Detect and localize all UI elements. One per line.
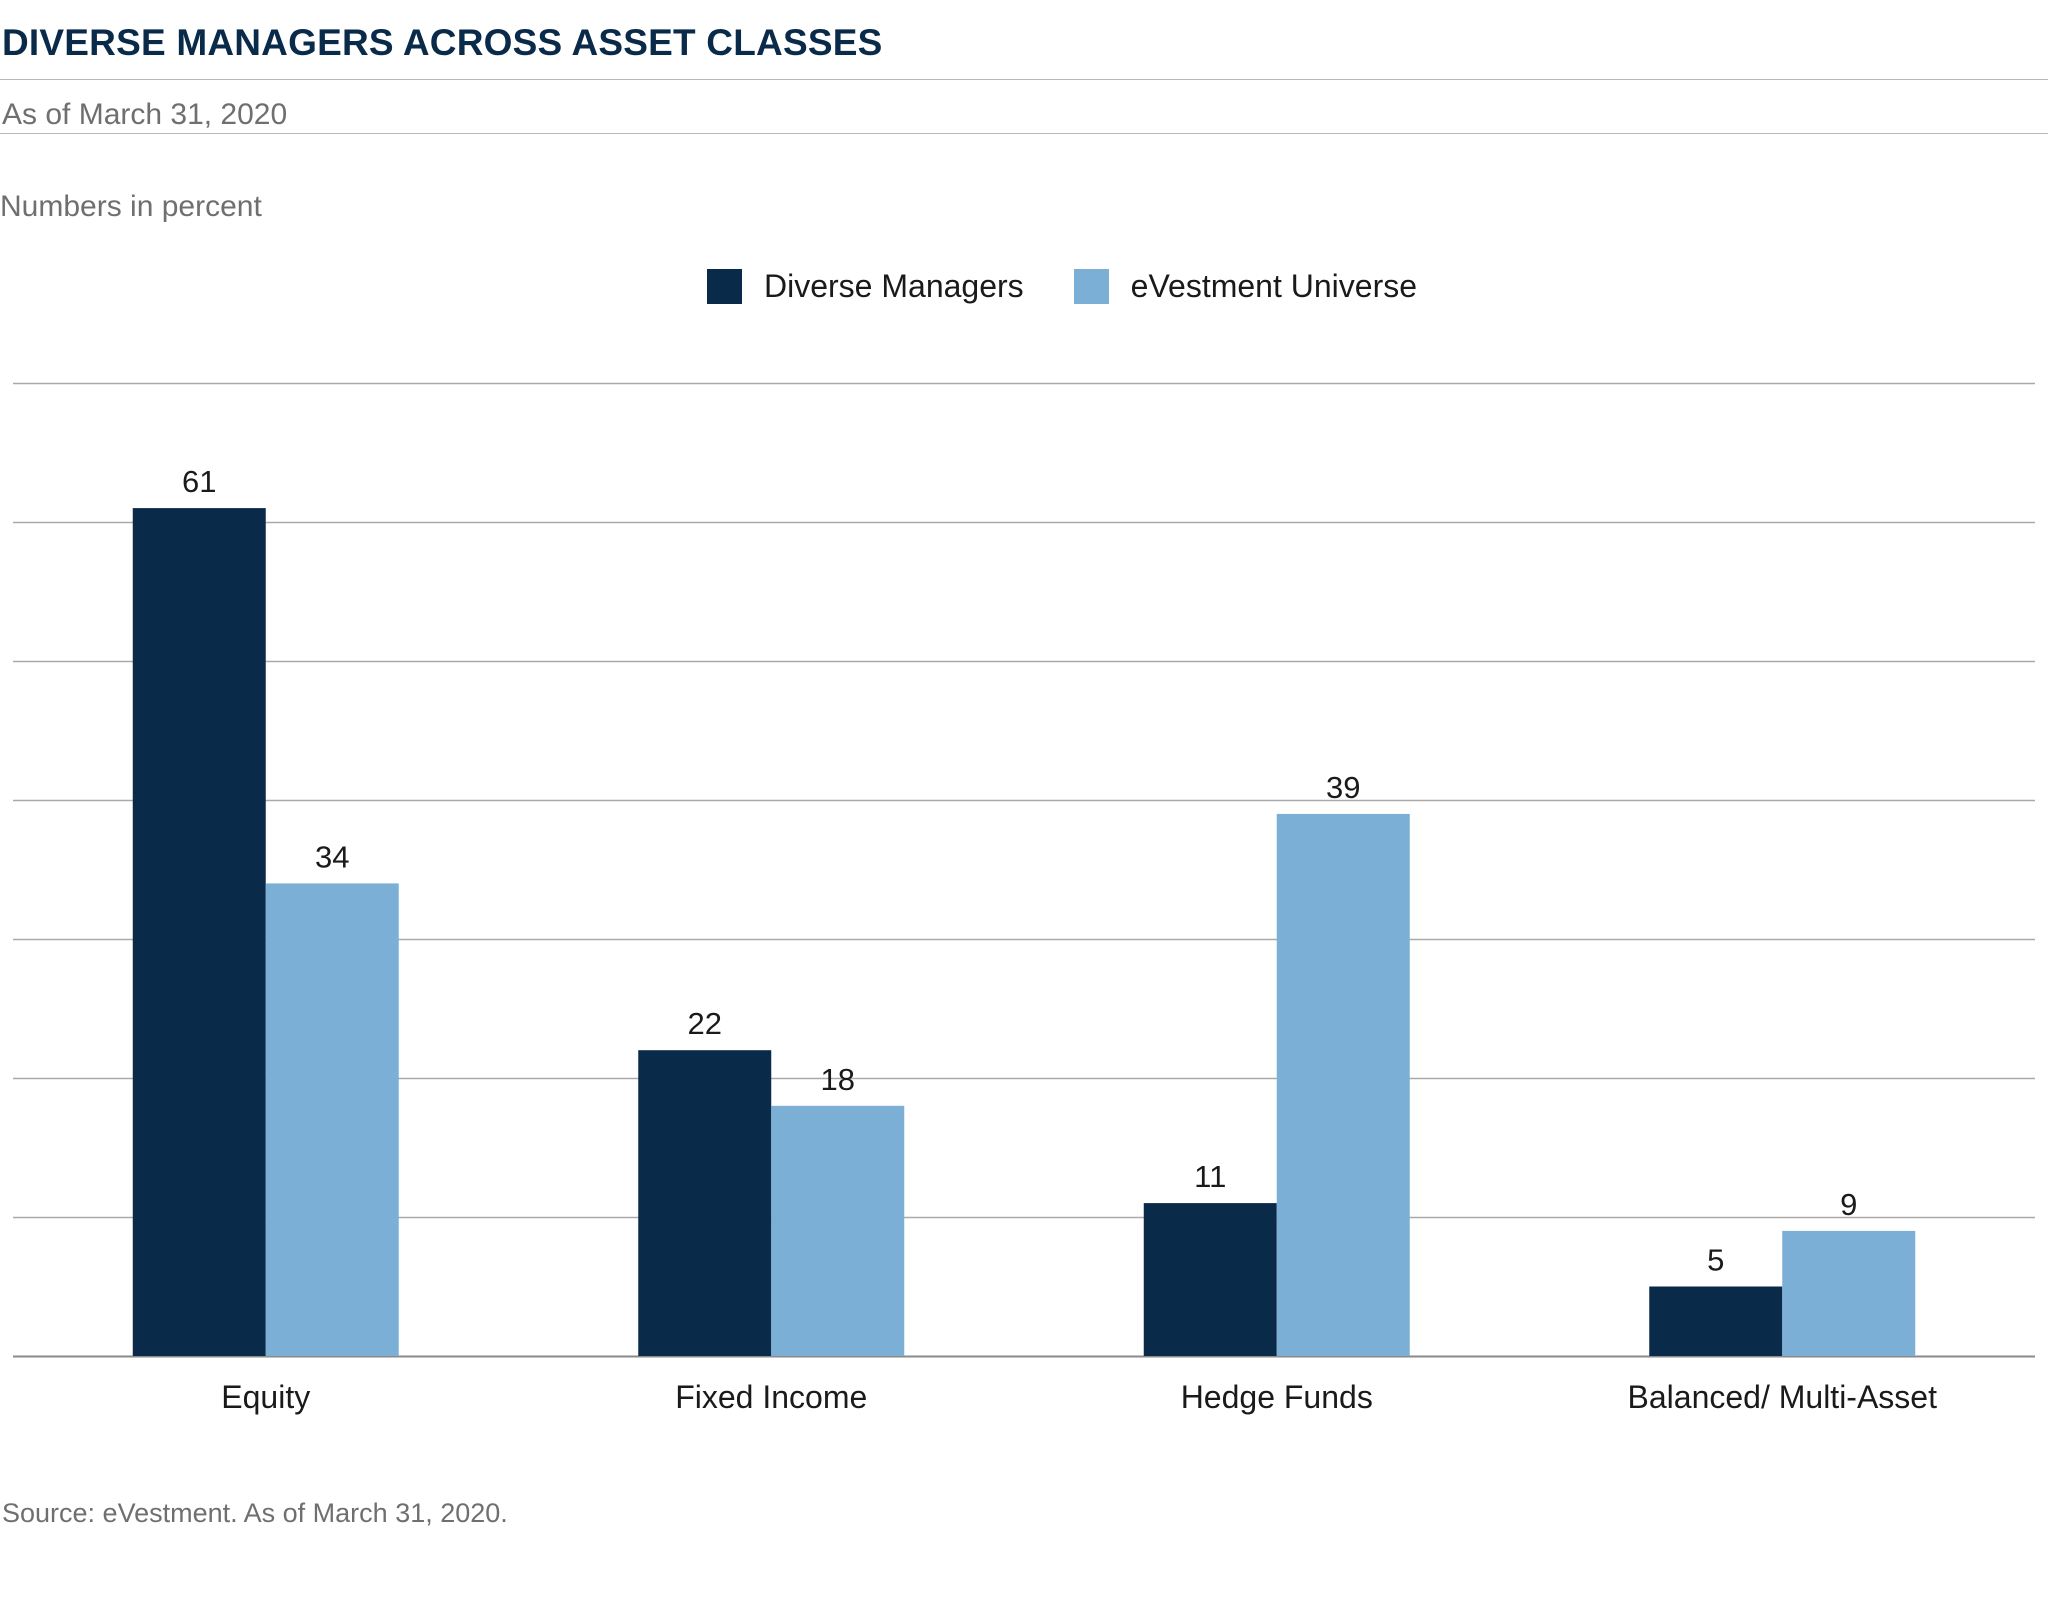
legend-label-evestment-universe: eVestment Universe bbox=[1130, 268, 1418, 304]
legend-swatch-evestment-universe bbox=[1073, 269, 1109, 304]
source-note: Source: eVestment. As of March 31, 2020. bbox=[2, 1498, 508, 1528]
bar-evestment-universe bbox=[1782, 1230, 1916, 1356]
chart-legend: Diverse Managers eVestment Universe bbox=[707, 268, 1467, 305]
bar-evestment-universe bbox=[771, 1105, 905, 1356]
bar-diverse-managers bbox=[1143, 1203, 1277, 1356]
bar-evestment-universe bbox=[265, 883, 399, 1356]
data-label: 61 bbox=[182, 464, 216, 499]
legend-swatch-diverse-managers bbox=[707, 269, 742, 304]
bar-diverse-managers bbox=[638, 1050, 772, 1356]
chart-title: DIVERSE MANAGERS ACROSS ASSET CLASSES bbox=[2, 22, 883, 63]
bar-evestment-universe bbox=[1276, 813, 1410, 1356]
chart-subtitle: As of March 31, 2020 bbox=[2, 98, 288, 131]
units-note: Numbers in percent bbox=[0, 190, 262, 223]
legend-item-evestment-universe: eVestment Universe bbox=[1073, 268, 1418, 305]
data-label: 39 bbox=[1326, 770, 1360, 805]
title-divider bbox=[0, 79, 2048, 80]
x-tick-label: Equity bbox=[221, 1379, 310, 1415]
data-label: 5 bbox=[1707, 1243, 1724, 1278]
legend-item-diverse-managers: Diverse Managers bbox=[707, 268, 1024, 305]
data-label: 9 bbox=[1840, 1187, 1857, 1222]
data-label: 34 bbox=[315, 839, 349, 874]
bar-diverse-managers bbox=[132, 508, 266, 1357]
bar-diverse-managers bbox=[1649, 1286, 1783, 1356]
x-tick-label: Hedge Funds bbox=[1181, 1379, 1373, 1415]
data-label: 22 bbox=[688, 1006, 722, 1041]
legend-label-diverse-managers: Diverse Managers bbox=[764, 268, 1024, 304]
x-tick-label: Balanced/ Multi-Asset bbox=[1628, 1379, 1938, 1415]
data-label: 18 bbox=[821, 1062, 855, 1097]
data-label: 11 bbox=[1194, 1159, 1226, 1194]
subtitle-divider bbox=[0, 133, 2048, 134]
x-tick-label: Fixed Income bbox=[675, 1379, 867, 1415]
